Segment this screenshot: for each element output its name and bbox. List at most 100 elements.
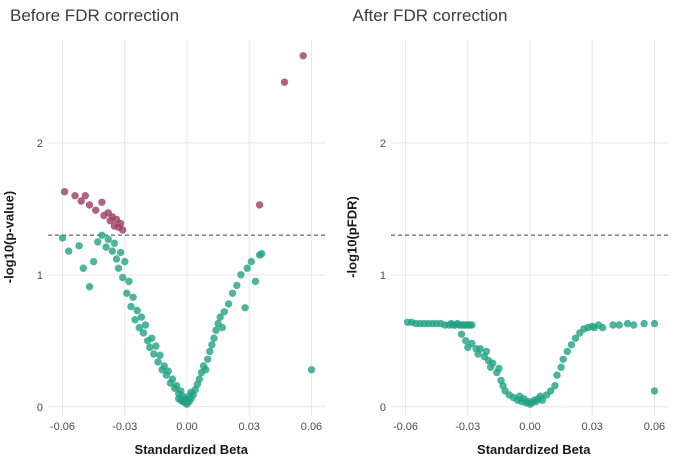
y-tick-label: 1 [37,270,43,282]
data-point-not-significant [75,242,83,250]
data-point-not-significant [608,321,617,329]
data-point-not-significant [650,387,658,395]
data-point-not-significant [639,319,648,328]
x-tick-label: 0.03 [239,421,260,433]
data-point-not-significant [139,329,148,337]
data-point-not-significant [488,359,496,367]
data-point-not-significant [563,347,571,356]
data-point-not-significant [79,264,87,272]
data-point-not-significant [85,283,94,291]
data-point-not-significant [258,250,266,258]
data-point-not-significant [629,321,637,329]
panel-before-fdr: Before FDR correction -log10(p-value) 0 1… [0,6,343,457]
data-point-significant [299,52,307,60]
y-tick-label: 2 [379,138,385,150]
x-tick-label: 0.06 [301,421,322,433]
data-point-not-significant [546,387,554,395]
y-axis-label-wrap-after: -log10(pFDR) [343,32,361,442]
data-point-not-significant [467,321,476,329]
data-point-not-significant [202,366,210,374]
data-point-not-significant [247,257,255,266]
data-point-not-significant [228,289,237,297]
data-point-not-significant [137,313,146,321]
data-point-not-significant [218,323,226,332]
data-point-not-significant [467,339,476,348]
data-point-significant [280,78,289,86]
data-point-not-significant [598,323,606,332]
plot-body-after: -log10(pFDR) 0 1 2 -0.06 -0.03 0.00 0.03 0.06 [343,32,685,442]
data-point-not-significant [208,341,216,349]
data-point-not-significant [114,264,123,272]
y-tick-label: 0 [37,402,43,414]
data-point-not-significant [160,362,168,370]
data-point-not-significant [94,238,102,246]
data-point-significant [255,201,264,209]
data-point-not-significant [129,293,137,301]
x-axis-label-before: Standardized Beta [134,442,248,457]
data-point-significant [98,198,106,206]
data-point-not-significant [131,316,139,324]
data-point-not-significant [623,319,631,328]
data-point-not-significant [559,355,567,363]
data-point-not-significant [195,375,204,383]
data-point-not-significant [204,355,212,363]
data-point-not-significant [121,257,129,266]
y-tick-label: 0 [379,402,385,414]
x-tick-label: 0.00 [176,421,197,433]
data-point-not-significant [567,341,575,349]
panel-after-fdr: After FDR correction -log10(pFDR) 0 1 2 -0.… [343,0,685,462]
chart-title-before: Before FDR correction [10,6,180,25]
data-point-not-significant [216,313,224,321]
data-point-not-significant [108,247,117,255]
data-point-not-significant [233,281,241,290]
x-tick-label: 0.03 [581,421,602,433]
x-tick-label: -0.03 [455,421,480,433]
scatter-plot-after: 0 1 2 -0.06 -0.03 0.00 0.03 0.06 [379,40,669,433]
data-point-not-significant [210,334,218,342]
data-point-not-significant [650,319,658,328]
data-point-not-significant [58,234,67,242]
data-point-not-significant [135,323,143,332]
data-point-not-significant [110,239,119,247]
data-point-not-significant [150,350,158,358]
data-point-not-significant [457,330,465,338]
data-point-not-significant [476,345,484,353]
data-point-not-significant [127,302,135,311]
data-point-not-significant [98,231,106,239]
x-tick-label: 0.00 [519,421,540,433]
data-point-significant [60,188,69,196]
data-point-not-significant [307,366,316,374]
y-tick-label: 1 [379,270,385,282]
data-point-not-significant [116,248,125,257]
data-point-significant [85,201,94,209]
data-point-not-significant [571,334,579,342]
data-point-not-significant [141,321,150,329]
data-point-not-significant [123,289,131,297]
data-point-not-significant [212,326,220,334]
data-point-not-significant [243,264,251,272]
data-point-not-significant [89,257,98,266]
x-tick-label: -0.06 [392,421,417,433]
data-point-not-significant [538,396,546,404]
data-point-not-significant [552,371,561,379]
data-point-not-significant [224,300,233,308]
data-point-not-significant [154,358,162,366]
y-axis-label-wrap-before: -log10(p-value) [0,32,18,442]
plot-body-before: -log10(p-value) 0 1 2 -0.06 -0.03 0.00 0.03 0.0… [0,32,343,442]
data-point-significant [119,226,127,234]
data-point-not-significant [168,375,177,383]
data-point-significant [116,219,125,228]
data-point-significant [77,197,85,205]
data-point-not-significant [461,337,469,345]
y-axis-label-after: -log10(pFDR) [344,196,359,278]
data-point-not-significant [102,243,110,251]
data-point-not-significant [152,342,160,350]
data-point-not-significant [164,367,172,375]
data-point-not-significant [550,382,559,390]
data-point-not-significant [220,308,228,316]
data-point-not-significant [482,347,490,356]
chart-title-after: After FDR correction [352,6,508,25]
data-point-significant [71,192,79,200]
x-tick-label: -0.06 [50,421,75,433]
